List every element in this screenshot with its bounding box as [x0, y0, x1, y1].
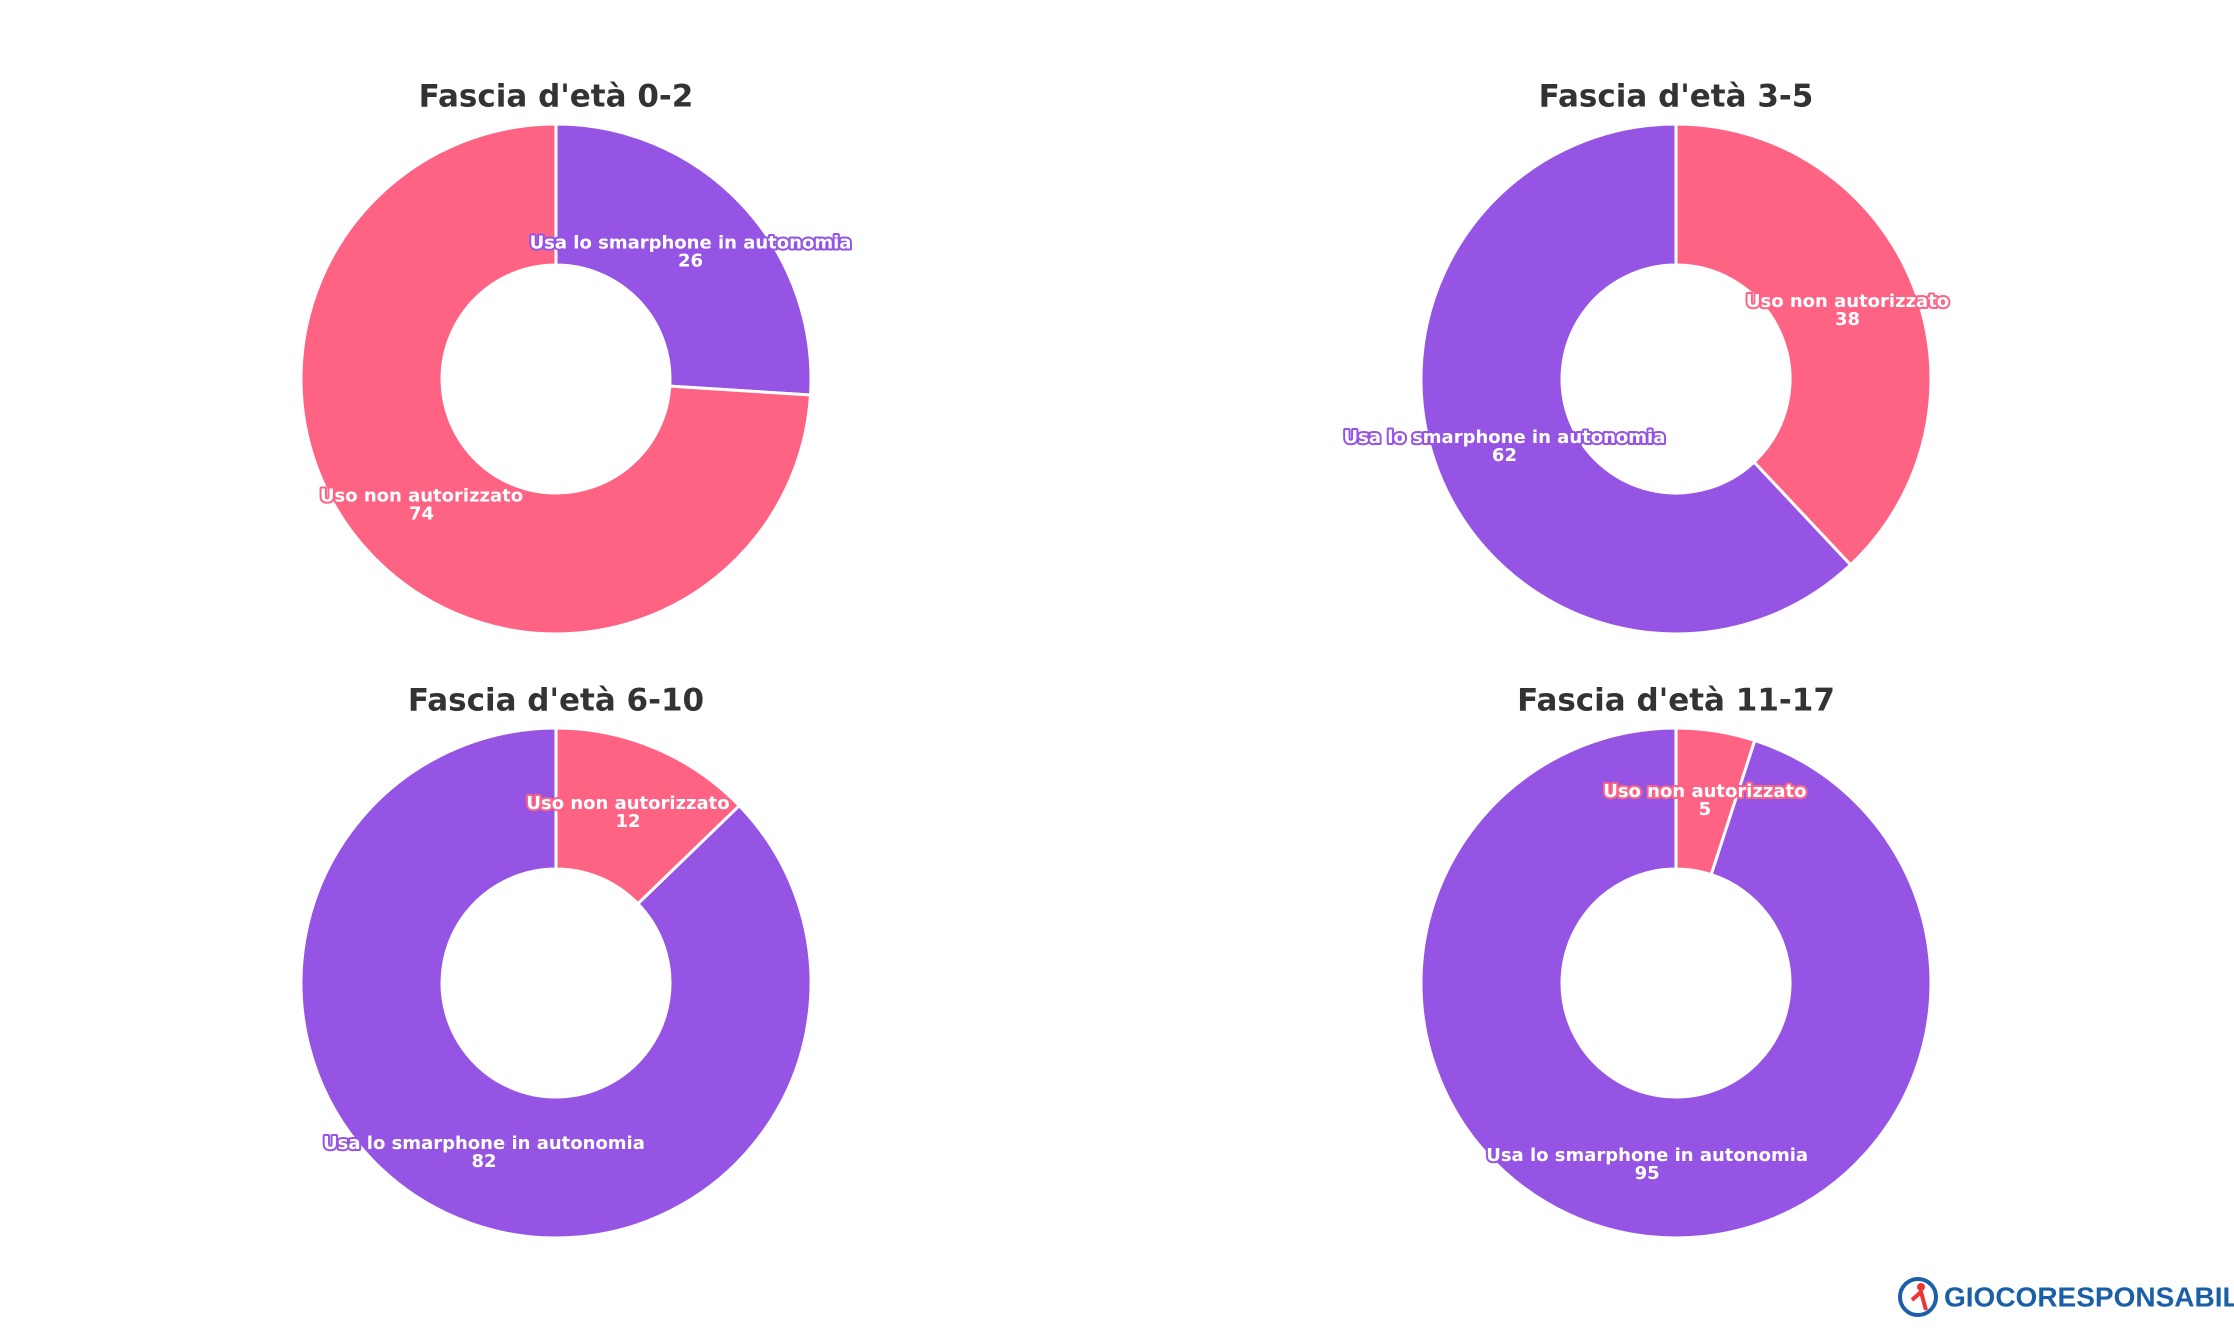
donut-slice — [1419, 122, 1853, 636]
chart-title: Fascia d'età 6-10 — [408, 683, 704, 719]
slice-value: 82 — [471, 1151, 496, 1172]
donut-slice — [299, 122, 812, 636]
slice-value: 95 — [1635, 1163, 1660, 1184]
chart-title: Fascia d'età 11-17 — [1517, 683, 1835, 719]
chart-title: Fascia d'età 0-2 — [419, 79, 694, 115]
slice-value: 5 — [1699, 799, 1712, 820]
slice-value: 26 — [678, 251, 703, 272]
slice-value: 74 — [409, 503, 434, 524]
slice-value: 12 — [615, 811, 640, 832]
slice-label: Uso non autorizzato — [1603, 781, 1806, 802]
logo-icon — [1898, 1277, 1938, 1317]
donut-slice — [554, 122, 813, 397]
donut-slice — [1419, 726, 1933, 1240]
slice-value: 62 — [1492, 445, 1517, 466]
slice-label: Uso non autorizzato — [1746, 291, 1949, 312]
donut-slice — [1674, 122, 1933, 567]
slice-value: 38 — [1835, 309, 1860, 330]
slice-label: Uso non autorizzato — [526, 793, 729, 814]
slice-label: Usa lo smarphone in autonomia — [530, 233, 852, 254]
donut-slice — [554, 726, 741, 906]
slice-label: Usa lo smarphone in autonomia — [323, 1133, 645, 1154]
donut-slice — [299, 726, 813, 1240]
chart-title: Fascia d'età 3-5 — [1539, 79, 1814, 115]
slice-label: Usa lo smarphone in autonomia — [1486, 1145, 1808, 1166]
slice-label: Usa lo smarphone in autonomia — [1344, 427, 1666, 448]
logo-text: GIOCORESPONSABILE.INFO — [1944, 1281, 2234, 1312]
slice-label: Uso non autorizzato — [320, 485, 523, 506]
